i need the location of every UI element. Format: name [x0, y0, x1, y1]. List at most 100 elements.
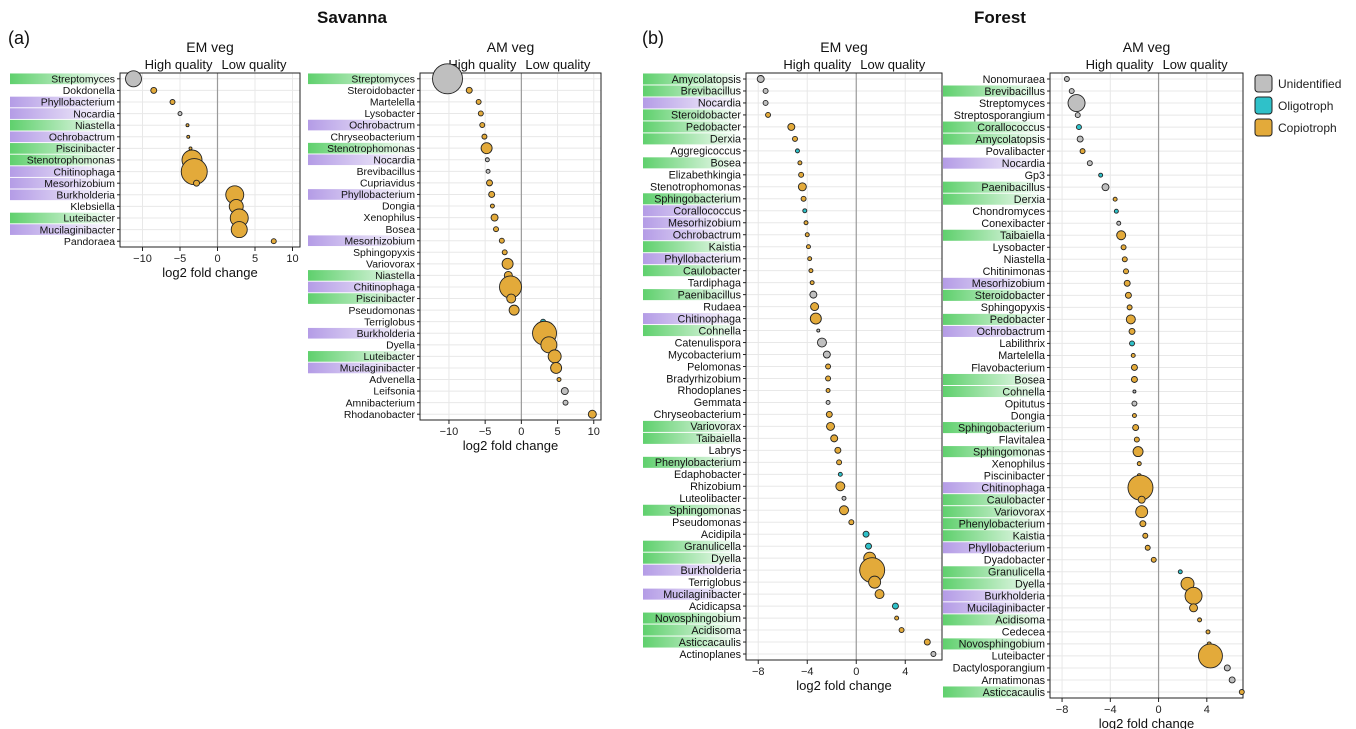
taxon-label-acidisoma: Acidisoma — [691, 625, 741, 637]
plot-area-b-am — [1050, 73, 1243, 698]
taxon-label-brevibacillus: Brevibacillus — [357, 167, 415, 178]
taxon-label-xenophilus: Xenophilus — [992, 458, 1046, 470]
bubble-cedecea — [1205, 629, 1211, 635]
bubble-piscinibacter — [188, 146, 193, 151]
bubble-leifsonia — [560, 387, 569, 396]
bubble-aggregicoccus — [795, 148, 800, 154]
taxon-label-acidicapsa: Acidicapsa — [689, 601, 741, 613]
taxon-tag-bar-b-am — [943, 133, 1046, 145]
taxon-label-sphingomonas: Sphingomonas — [669, 505, 741, 517]
taxon-label-dyella: Dyella — [1015, 579, 1045, 591]
bubble-sphingobacterium — [800, 195, 807, 202]
taxon-label-ochrobactrum: Ochrobactrum — [49, 132, 115, 143]
taxon-label-pelomonas: Pelomonas — [687, 361, 741, 373]
taxon-tag-bar-b-em — [643, 85, 742, 97]
bubble-piscinibacter — [506, 293, 517, 304]
bubble-cohnella — [1132, 389, 1137, 394]
taxon-label-variovorax: Variovorax — [690, 421, 741, 433]
legend-label-copiotroph: Copiotroph — [1278, 121, 1337, 135]
bubble-lysobacter — [1120, 244, 1127, 251]
bubble-asticcacaulis — [1238, 689, 1245, 695]
taxon-label-edaphobacter: Edaphobacter — [674, 469, 741, 481]
high-quality-label-a-em: High quality — [145, 57, 213, 72]
high-quality-label-b-em: High quality — [783, 57, 851, 72]
x-tick-label: 5 — [252, 253, 258, 265]
taxon-label-steroidobacter: Steroidobacter — [347, 86, 415, 97]
x-tick-label: 0 — [1156, 704, 1162, 716]
bubble-chryseobacterium — [481, 133, 488, 140]
taxon-tag-bar-b-em — [643, 253, 742, 265]
bubble-phyllobacterium — [488, 190, 496, 198]
taxon-tag-bar-b-am — [943, 193, 1046, 205]
panel-title-b-em: EM veg — [820, 39, 867, 55]
taxon-tag-bar-b-em — [643, 636, 742, 648]
bubble-ochrobactrum — [479, 122, 486, 129]
bubble-streptosporangium — [1074, 112, 1081, 119]
taxon-tag-bar-b-am — [943, 325, 1046, 337]
bubble-labilithrix — [1129, 340, 1135, 347]
taxon-label-flavobacterium: Flavobacterium — [971, 362, 1045, 374]
taxon-label-niastella: Niastella — [375, 271, 415, 282]
bubble-paenibacillus — [1101, 183, 1110, 192]
taxon-label-phyllobacterium: Phyllobacterium — [968, 543, 1045, 555]
bubble-luteibacter — [547, 349, 562, 364]
bubble-advenella — [556, 377, 562, 382]
taxon-tag-bar-b-em — [643, 420, 742, 432]
x-tick-label: 10 — [286, 253, 298, 265]
taxon-label-conexibacter: Conexibacter — [981, 218, 1045, 230]
bubble-corallococcus — [802, 208, 808, 214]
taxon-label-opitutus: Opitutus — [1005, 398, 1046, 410]
bubble-xenophilus — [490, 213, 499, 222]
taxon-label-variovorax: Variovorax — [994, 506, 1045, 518]
taxon-label-catenulispora: Catenulispora — [675, 337, 741, 349]
bubble-niastella — [185, 123, 190, 128]
taxon-label-nocardia: Nocardia — [73, 109, 115, 120]
taxon-label-sphingobacterium: Sphingobacterium — [654, 194, 741, 206]
bubble-burkholderia — [1184, 586, 1203, 605]
taxon-label-mucilaginibacter: Mucilaginibacter — [340, 364, 416, 375]
high-quality-label-b-am: High quality — [1086, 57, 1154, 72]
bubble-dongia — [1131, 413, 1137, 418]
taxon-tag-bar-b-em — [643, 504, 742, 516]
taxon-label-paenibacillus: Paenibacillus — [678, 289, 741, 301]
bubble-nonomuraea — [1063, 76, 1070, 82]
taxon-label-leifsonia: Leifsonia — [373, 387, 415, 398]
taxon-label-paenibacillus: Paenibacillus — [981, 182, 1045, 194]
x-axis-label-b-am: log2 fold change — [1099, 716, 1194, 729]
bubble-derxia — [792, 135, 798, 142]
taxon-tag-bar-b-em — [643, 193, 742, 205]
x-tick-label: −10 — [133, 253, 152, 265]
taxon-label-nocardia: Nocardia — [1002, 158, 1045, 170]
taxon-tag-bar-b-am — [943, 373, 1046, 386]
taxon-label-bosea: Bosea — [385, 225, 415, 236]
taxon-label-pandoraea: Pandoraea — [64, 237, 115, 248]
bubble-dokdonella — [150, 86, 158, 94]
taxon-label-caulobacter: Caulobacter — [683, 265, 741, 277]
bubble-streptomyces — [1067, 94, 1086, 112]
x-tick-label: 4 — [1204, 704, 1210, 716]
taxon-label-amycolatopsis: Amycolatopsis — [672, 74, 741, 86]
bubble-phyllobacterium — [169, 99, 176, 105]
taxon-label-asticcacaulis: Asticcacaulis — [983, 687, 1046, 699]
bubble-granulicella — [865, 542, 872, 550]
taxon-tag-bar-b-am — [943, 289, 1046, 301]
bubble-chondromyces — [1113, 208, 1119, 214]
plot-frame-a-am — [419, 72, 602, 421]
taxon-label-luteolibacter: Luteolibacter — [679, 493, 741, 505]
x-axis-label-a-am: log2 fold change — [463, 438, 558, 453]
taxon-label-advenella: Advenella — [369, 375, 415, 386]
x-tick-label: −4 — [801, 666, 814, 678]
taxon-label-niastella: Niastella — [75, 121, 115, 132]
taxon-label-chitinophaga: Chitinophaga — [53, 167, 115, 178]
panel-a-tag: (a) — [8, 28, 30, 48]
bubble-tardiphaga — [809, 280, 815, 286]
taxon-tag-bar-b-am — [943, 446, 1046, 458]
bubble-armatimonas — [1228, 676, 1236, 684]
bubble-pelomonas — [825, 363, 832, 370]
taxon-label-dyella: Dyella — [386, 340, 415, 351]
low-quality-label-a-am: Low quality — [525, 57, 591, 72]
bubble-mucilaginibacter — [550, 362, 563, 374]
taxon-label-elizabethkingia: Elizabethkingia — [669, 170, 741, 182]
bubble-acidisoma — [1197, 617, 1203, 623]
